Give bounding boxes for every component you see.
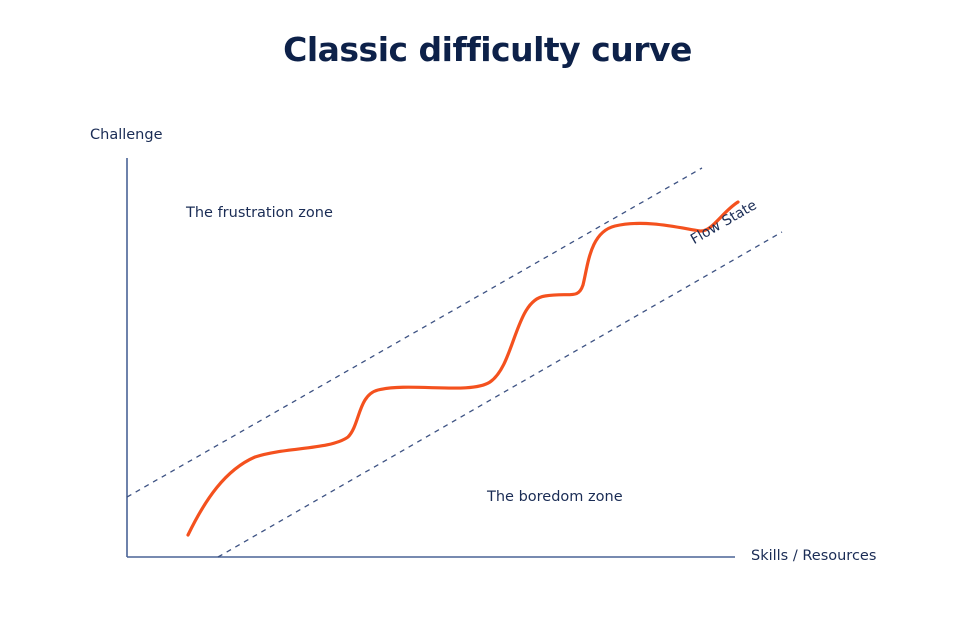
frustration-zone-label: The frustration zone [186,205,333,221]
flow-upper-bound-line [126,167,703,498]
flow-lower-bound-line [217,231,783,558]
chart-title: Classic difficulty curve [283,30,692,69]
x-axis-label: Skills / Resources [751,548,877,564]
boredom-zone-label: The boredom zone [487,489,623,505]
difficulty-curve [186,200,740,537]
y-axis-label: Challenge [90,127,163,143]
